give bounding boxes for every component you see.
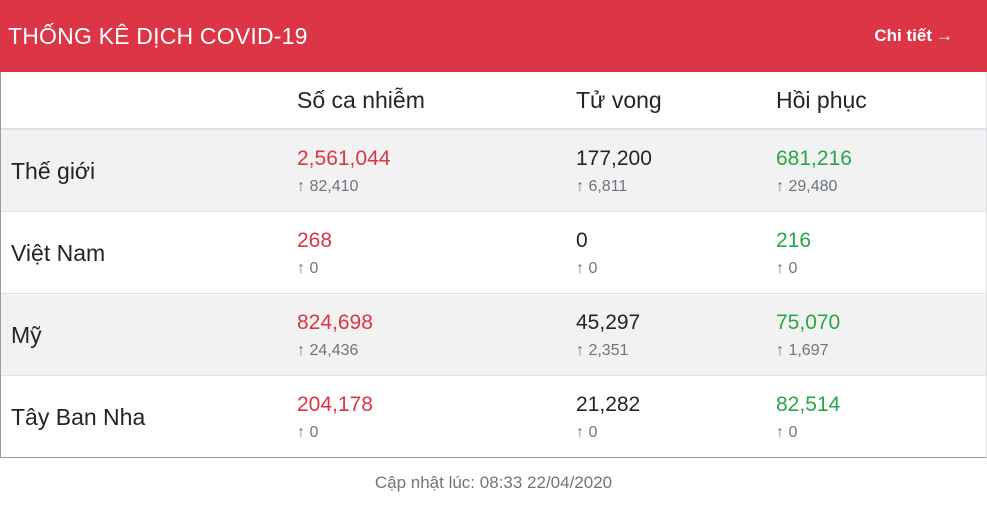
- recovered-delta-value: 1,697: [788, 342, 829, 359]
- details-link-label: Chi tiết: [874, 26, 932, 45]
- deaths-cell: 0 ↑ 0: [576, 210, 776, 293]
- deaths-delta-value: 2,351: [588, 342, 629, 359]
- cases-delta: ↑ 0: [297, 258, 576, 280]
- cases-value: 824,698: [297, 311, 373, 334]
- country-name: Tây Ban Nha: [1, 374, 297, 457]
- table-row: Tây Ban Nha 204,178 ↑ 0 21,282 ↑ 0 82,514 ↑ 0: [1, 374, 986, 457]
- cases-value: 2,561,044: [297, 147, 391, 171]
- recovered-delta: ↑ 0: [776, 258, 986, 280]
- deaths-value: 0: [576, 229, 588, 252]
- arrow-up-icon: ↑: [297, 260, 305, 277]
- stats-table: Số ca nhiễm Tử vong Hồi phục Thế giới 2,5…: [1, 72, 986, 457]
- arrow-up-icon: ↑: [776, 178, 784, 196]
- deaths-delta-value: 0: [588, 424, 598, 442]
- deaths-cell: 177,200 ↑ 6,811: [576, 129, 776, 211]
- recovered-delta: ↑ 0: [776, 422, 986, 444]
- arrow-up-icon: ↑: [576, 178, 584, 196]
- cases-cell: 2,561,044 ↑ 82,410: [297, 129, 576, 211]
- recovered-value: 681,216: [776, 147, 852, 171]
- recovered-cell: 216 ↑ 0: [776, 210, 986, 293]
- country-name: Việt Nam: [1, 210, 297, 293]
- update-footer: Cập nhật lúc: 08:33 22/04/2020: [0, 458, 987, 508]
- widget-title: THỐNG KÊ DỊCH COVID-19: [8, 22, 308, 49]
- deaths-delta: ↑ 2,351: [576, 340, 776, 362]
- cases-cell: 824,698 ↑ 24,436: [297, 292, 576, 375]
- cases-delta-value: 24,436: [309, 342, 359, 359]
- cases-delta: ↑ 0: [297, 422, 576, 444]
- column-header-country: [1, 72, 297, 130]
- recovered-delta: ↑ 29,480: [776, 176, 986, 198]
- deaths-delta: ↑ 0: [576, 258, 776, 280]
- cases-delta-value: 0: [309, 424, 319, 442]
- recovered-delta-value: 29,480: [788, 178, 838, 196]
- cases-delta: ↑ 24,436: [297, 340, 576, 362]
- deaths-delta-value: 6,811: [588, 178, 628, 196]
- recovered-cell: 75,070 ↑ 1,697: [776, 292, 986, 375]
- update-timestamp: 08:33 22/04/2020: [479, 473, 613, 492]
- country-name: Thế giới: [11, 157, 96, 184]
- widget-header: THỐNG KÊ DỊCH COVID-19 Chi tiết →: [0, 0, 987, 72]
- cases-delta: ↑ 82,410: [297, 176, 576, 198]
- details-link[interactable]: Chi tiết →: [874, 26, 953, 46]
- stats-table-wrapper: Số ca nhiễm Tử vong Hồi phục Thế giới 2,5…: [0, 72, 987, 458]
- arrow-up-icon: ↑: [576, 342, 584, 359]
- recovered-delta: ↑ 1,697: [776, 340, 986, 362]
- table-row: Thế giới 2,561,044 ↑ 82,410 177,200 ↑ 6,811 6…: [1, 129, 986, 211]
- arrow-up-icon: ↑: [776, 260, 784, 277]
- country-name: Mỹ: [1, 292, 297, 375]
- cases-value: 204,178: [297, 393, 373, 417]
- arrow-up-icon: ↑: [297, 178, 305, 196]
- recovered-value: 75,070: [776, 311, 841, 334]
- arrow-right-icon: →: [936, 26, 953, 45]
- arrow-up-icon: ↑: [576, 260, 584, 277]
- deaths-delta: ↑ 6,811: [576, 176, 776, 198]
- recovered-value: 216: [776, 229, 812, 252]
- deaths-value: 177,200: [576, 147, 652, 171]
- cases-delta-value: 82,410: [309, 178, 359, 196]
- table-header-row: Số ca nhiễm Tử vong Hồi phục: [1, 72, 986, 130]
- arrow-up-icon: ↑: [297, 424, 305, 442]
- cases-cell: 268 ↑ 0: [297, 210, 576, 293]
- deaths-delta-value: 0: [588, 260, 598, 277]
- deaths-cell: 21,282 ↑ 0: [576, 374, 776, 457]
- cases-value: 268: [297, 229, 333, 252]
- arrow-up-icon: ↑: [297, 342, 305, 359]
- table-row: Mỹ 824,698 ↑ 24,436 45,297 ↑ 2,351 75,070 ↑ 1,…: [1, 292, 986, 375]
- recovered-cell: 681,216 ↑ 29,480: [776, 129, 986, 211]
- recovered-delta-value: 0: [788, 260, 798, 277]
- update-label: Cập nhật lúc:: [374, 473, 476, 492]
- column-header-cases: Số ca nhiễm: [297, 72, 576, 130]
- arrow-up-icon: ↑: [776, 342, 784, 359]
- table-row: Việt Nam 268 ↑ 0 0 ↑ 0 216 ↑ 0: [1, 210, 986, 293]
- deaths-value: 21,282: [576, 393, 641, 417]
- deaths-delta: ↑ 0: [576, 422, 776, 444]
- column-header-deaths: Tử vong: [576, 72, 776, 130]
- cases-cell: 204,178 ↑ 0: [297, 374, 576, 457]
- recovered-value: 82,514: [776, 393, 841, 417]
- recovered-cell: 82,514 ↑ 0: [776, 374, 986, 457]
- cases-delta-value: 0: [309, 260, 319, 277]
- column-header-recovered: Hồi phục: [776, 72, 986, 130]
- recovered-delta-value: 0: [788, 424, 798, 442]
- arrow-up-icon: ↑: [576, 424, 584, 442]
- arrow-up-icon: ↑: [776, 424, 784, 442]
- deaths-cell: 45,297 ↑ 2,351: [576, 292, 776, 375]
- deaths-value: 45,297: [576, 311, 641, 334]
